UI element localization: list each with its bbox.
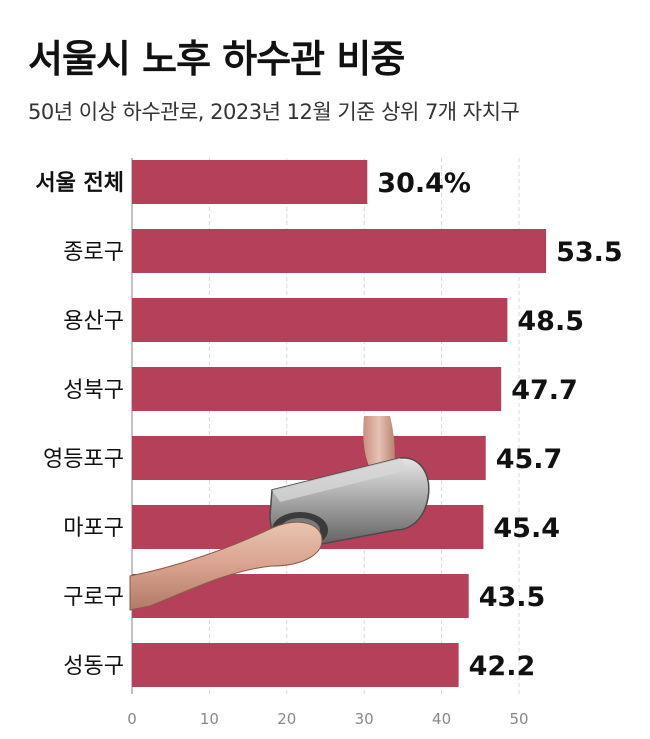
bar [132, 229, 547, 273]
x-tick-label: 40 [432, 710, 451, 728]
x-tick-label: 0 [127, 710, 137, 728]
x-tick-label: 30 [355, 710, 374, 728]
pipe-illustration [129, 416, 430, 611]
value-label: 53.5 [556, 237, 623, 268]
x-tick-label: 10 [200, 710, 219, 728]
chart-subtitle: 50년 이상 하수관로, 2023년 12월 기준 상위 7개 자치구 [28, 100, 520, 124]
category-label: 종로구 [63, 240, 124, 265]
category-label: 서울 전체 [35, 171, 124, 196]
bar [132, 160, 368, 204]
bar [132, 436, 486, 480]
chart-title: 서울시 노후 하수관 비중 [28, 37, 405, 81]
category-label: 용산구 [63, 309, 124, 334]
bars [132, 160, 547, 687]
category-label: 마포구 [63, 516, 124, 541]
x-tick-label: 50 [509, 710, 528, 728]
value-label: 47.7 [511, 375, 578, 406]
bar [132, 643, 459, 687]
x-tick-label: 20 [277, 710, 296, 728]
category-label: 성북구 [63, 378, 124, 403]
value-label: 45.7 [496, 444, 563, 475]
value-label: 48.5 [517, 306, 584, 337]
category-label: 구로구 [63, 585, 124, 610]
category-label: 성동구 [63, 654, 124, 679]
category-label: 영등포구 [43, 447, 124, 472]
value-label: 45.4 [493, 513, 560, 544]
bar [132, 367, 502, 411]
value-label: 30.4% [377, 168, 471, 199]
value-label: 43.5 [479, 582, 546, 613]
labels: 0 10 20 30 40 50 서울 전체 30.4% 종로구 53.5 용산구 48.5 성북구 47… [35, 168, 622, 728]
value-label: 42.2 [469, 651, 536, 682]
bar [132, 298, 508, 342]
